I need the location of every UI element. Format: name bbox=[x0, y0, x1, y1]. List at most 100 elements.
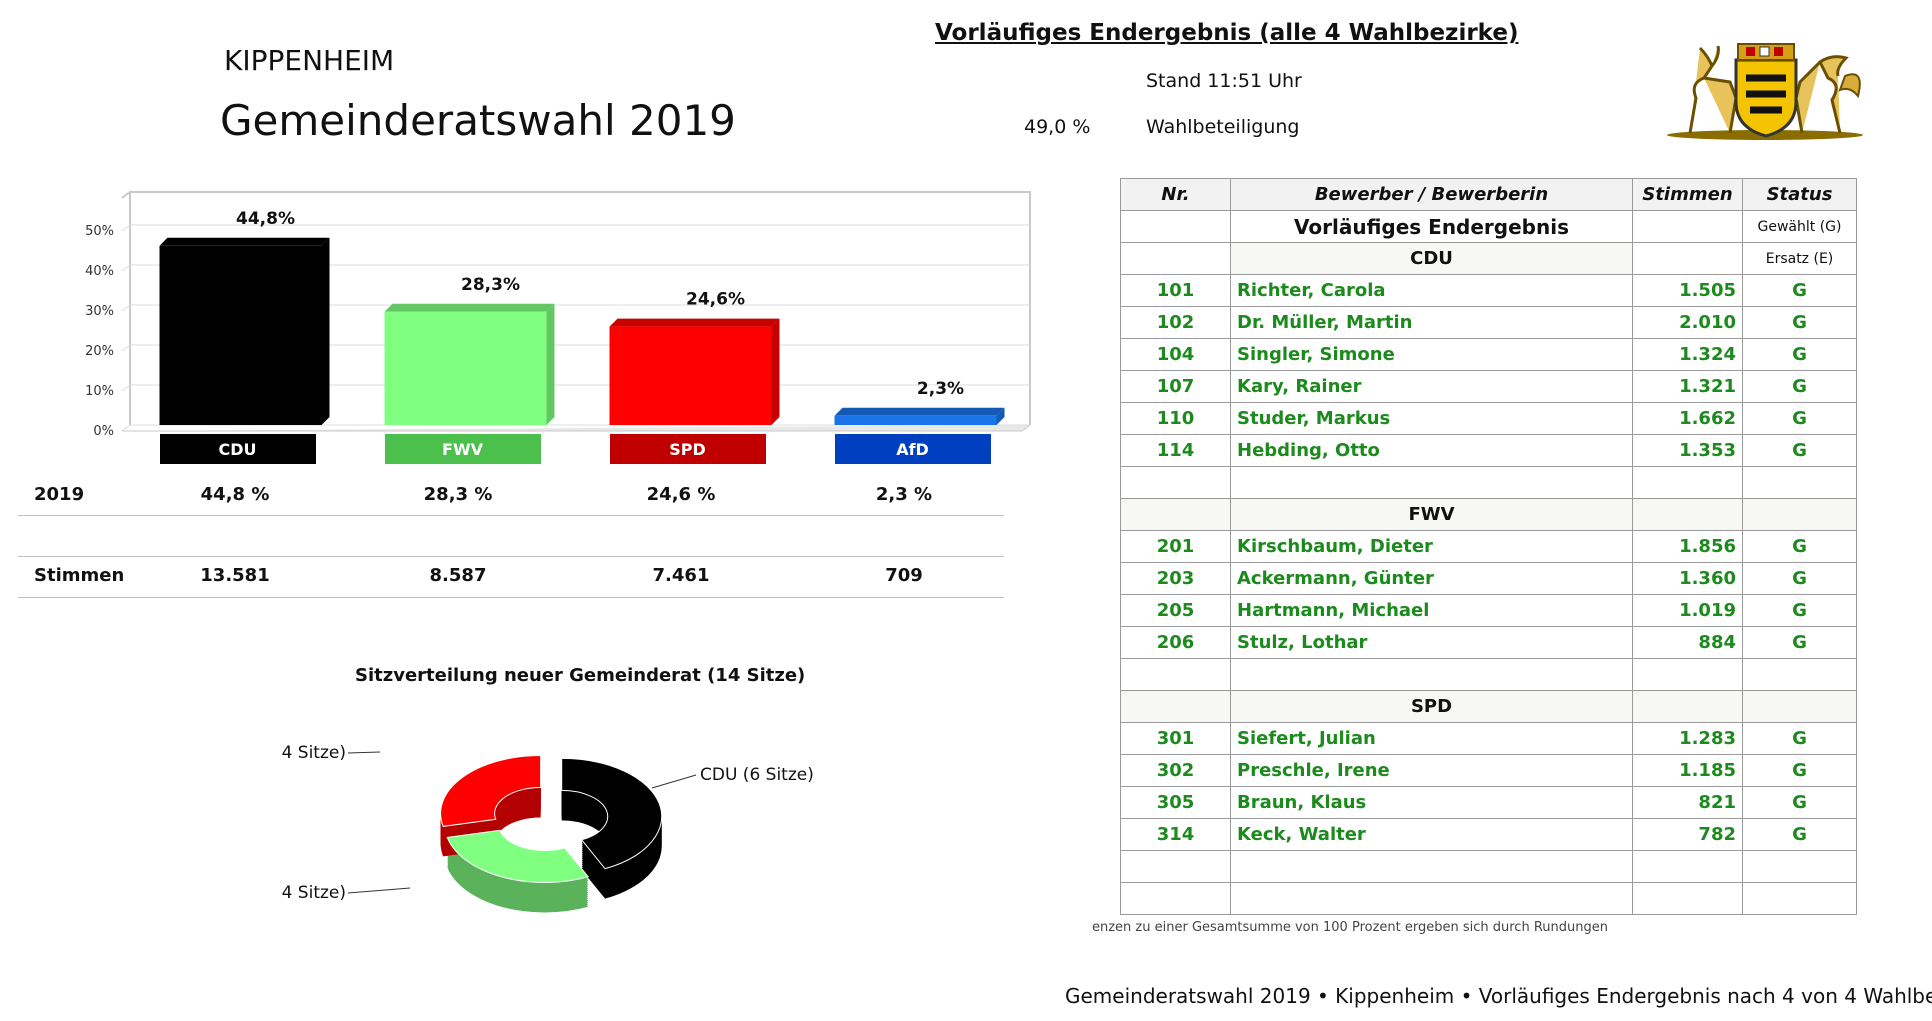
candidate-votes: 1.283 bbox=[1632, 722, 1743, 755]
party-group-label: SPD bbox=[1230, 690, 1633, 723]
empty-cell bbox=[1632, 850, 1743, 883]
table-row: 305 Braun, Klaus 821 G bbox=[1120, 786, 1857, 819]
candidate-number: 104 bbox=[1120, 338, 1231, 371]
candidate-name: Siefert, Julian bbox=[1230, 722, 1633, 755]
bar-cdu bbox=[159, 245, 322, 425]
candidate-votes: 1.321 bbox=[1632, 370, 1743, 403]
candidate-number: 205 bbox=[1120, 594, 1231, 627]
candidate-number: 302 bbox=[1120, 754, 1231, 787]
bar-side-spd bbox=[771, 318, 780, 425]
timestamp: Stand 11:51 Uhr bbox=[1146, 70, 1302, 92]
candidate-status: G bbox=[1742, 818, 1857, 851]
candidate-status: G bbox=[1742, 402, 1857, 435]
empty-cell bbox=[1120, 882, 1231, 915]
candidate-votes: 1.505 bbox=[1632, 274, 1743, 307]
row-votes-label: Stimmen bbox=[34, 565, 125, 586]
empty-cell bbox=[1120, 466, 1231, 499]
candidate-status: G bbox=[1742, 594, 1857, 627]
candidate-number: 203 bbox=[1120, 562, 1231, 595]
spacer-row bbox=[1120, 466, 1857, 499]
candidate-number: 110 bbox=[1120, 402, 1231, 435]
town-name: KIPPENHEIM bbox=[224, 44, 395, 77]
turnout-label: Wahlbeteiligung bbox=[1146, 116, 1300, 138]
bar-afd bbox=[834, 415, 997, 425]
empty-cell bbox=[1120, 242, 1231, 275]
candidate-number: 102 bbox=[1120, 306, 1231, 339]
party-group-row: FWV bbox=[1120, 498, 1857, 531]
empty-cell bbox=[1120, 690, 1231, 723]
bar-chart: 0% 10% 20% 30% 40% 50% 44,8% 28,3% 24,6% 2,3% bbox=[85, 190, 1031, 439]
divider bbox=[18, 597, 1004, 598]
empty-cell bbox=[1632, 498, 1743, 531]
candidate-status: G bbox=[1742, 274, 1857, 307]
empty-cell bbox=[1742, 882, 1857, 915]
candidate-number: 107 bbox=[1120, 370, 1231, 403]
candidate-name: Keck, Walter bbox=[1230, 818, 1633, 851]
candidate-votes: 1.324 bbox=[1632, 338, 1743, 371]
y-tick-label: 0% bbox=[93, 424, 114, 439]
party-tag-cdu: CDU bbox=[159, 434, 316, 464]
candidate-number: 201 bbox=[1120, 530, 1231, 563]
y-tick-label: 50% bbox=[85, 224, 114, 239]
table-row: 104 Singler, Simone 1.324 G bbox=[1120, 338, 1857, 371]
empty-cell bbox=[1742, 466, 1857, 499]
donut-label-fwv: FWV (4 Sitze) bbox=[280, 883, 346, 903]
col-header-nr: Nr. bbox=[1120, 178, 1231, 211]
empty-cell bbox=[1632, 882, 1743, 915]
bar-spd bbox=[609, 326, 772, 425]
votes-cdu: 13.581 bbox=[200, 565, 270, 586]
table-row: 203 Ackermann, Günter 1.360 G bbox=[1120, 562, 1857, 595]
candidate-name: Richter, Carola bbox=[1230, 274, 1633, 307]
table-subtitle: Vorläufiges Endergebnis bbox=[1230, 210, 1633, 243]
bar-side-fwv bbox=[546, 303, 555, 425]
candidate-votes: 1.353 bbox=[1632, 434, 1743, 467]
table-subtitle-row: Vorläufiges Endergebnis Gewählt (G) bbox=[1120, 210, 1857, 243]
y-tick-label: 20% bbox=[85, 344, 114, 359]
candidate-votes: 2.010 bbox=[1632, 306, 1743, 339]
table-row: 301 Siefert, Julian 1.283 G bbox=[1120, 722, 1857, 755]
empty-cell bbox=[1120, 658, 1231, 691]
bar-fwv bbox=[384, 311, 547, 425]
donut-label-spd: SPD (4 Sitze) bbox=[280, 743, 346, 763]
bar-top-fwv bbox=[384, 303, 555, 312]
share-spd: 24,6 % bbox=[646, 484, 716, 505]
candidate-name: Singler, Simone bbox=[1230, 338, 1633, 371]
candidate-status: G bbox=[1742, 338, 1857, 371]
party-tag-afd: AfD bbox=[834, 434, 991, 464]
party-group-row: CDU Ersatz (E) bbox=[1120, 242, 1857, 275]
votes-spd: 7.461 bbox=[652, 565, 710, 586]
candidate-name: Ackermann, Günter bbox=[1230, 562, 1633, 595]
table-row: 114 Hebding, Otto 1.353 G bbox=[1120, 434, 1857, 467]
candidate-status: G bbox=[1742, 626, 1857, 659]
turnout-value: 49,0 % bbox=[1024, 116, 1091, 138]
bar-value-label: 28,3% bbox=[461, 275, 520, 295]
results-table: Nr. Bewerber / Bewerberin Stimmen Status… bbox=[1120, 178, 1857, 915]
empty-cell bbox=[1742, 658, 1857, 691]
candidate-votes: 884 bbox=[1632, 626, 1743, 659]
candidate-votes: 821 bbox=[1632, 786, 1743, 819]
donut-slice-cdu bbox=[561, 757, 663, 870]
empty-cell bbox=[1632, 690, 1743, 723]
y-tick-label: 30% bbox=[85, 304, 114, 319]
bar-top-afd bbox=[834, 407, 1005, 416]
candidate-status: G bbox=[1742, 530, 1857, 563]
plot-floor bbox=[122, 424, 1031, 432]
spacer-row bbox=[1120, 850, 1857, 883]
page-footer: Gemeinderatswahl 2019 • Kippenheim • Vor… bbox=[1065, 984, 1932, 1008]
gridline-side bbox=[121, 224, 131, 232]
table-row: 314 Keck, Walter 782 G bbox=[1120, 818, 1857, 851]
candidate-votes: 1.185 bbox=[1632, 754, 1743, 787]
bar-value-label: 44,8% bbox=[236, 209, 295, 229]
candidate-name: Braun, Klaus bbox=[1230, 786, 1633, 819]
candidate-number: 301 bbox=[1120, 722, 1231, 755]
empty-cell bbox=[1742, 690, 1857, 723]
candidate-votes: 782 bbox=[1632, 818, 1743, 851]
gridline-side bbox=[121, 304, 131, 312]
empty-cell bbox=[1230, 882, 1633, 915]
empty-cell bbox=[1120, 850, 1231, 883]
candidate-votes: 1.856 bbox=[1632, 530, 1743, 563]
party-group-label: CDU bbox=[1230, 242, 1633, 275]
status-legend-substitute: Ersatz (E) bbox=[1742, 242, 1857, 275]
gridline-side bbox=[121, 384, 131, 392]
table-row: 302 Preschle, Irene 1.185 G bbox=[1120, 754, 1857, 787]
